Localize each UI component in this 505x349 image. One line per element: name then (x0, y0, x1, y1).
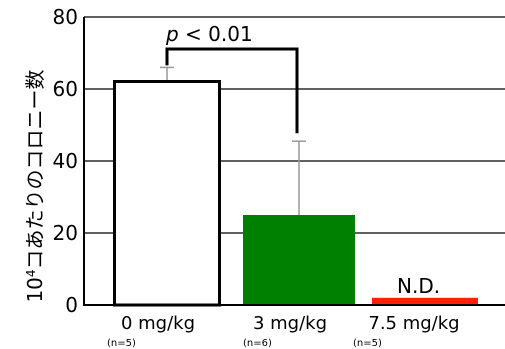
x-category-label: 0 mg/kg (121, 313, 195, 334)
bar (243, 215, 355, 305)
y-axis-label-text: コあたりのコロニー数 (23, 69, 47, 269)
error-bars (160, 66, 306, 215)
significance-label: p < 0.01 (165, 22, 253, 46)
significance-threshold: < 0.01 (179, 22, 253, 46)
x-category-label: 7.5 mg/kg (368, 313, 459, 334)
sample-size-label: (n=5) (107, 338, 136, 349)
y-tick-label: 20 (53, 221, 78, 245)
not-detected-label: N.D. (397, 274, 440, 298)
y-tick-label: 40 (53, 149, 78, 173)
x-category-label: 3 mg/kg (253, 313, 327, 334)
y-tick-label: 60 (53, 77, 78, 101)
axes (83, 17, 505, 306)
y-tick-label: 0 (65, 293, 78, 317)
bar (113, 80, 221, 307)
x-category-labels: 0 mg/kg (n=5) 3 mg/kg (n=6) 7.5 mg/kg (n=5) (107, 313, 460, 349)
bar (372, 297, 478, 305)
significance-bracket (165, 47, 299, 134)
sample-size-label: (n=5) (353, 338, 382, 349)
sample-size-label: (n=6) (243, 338, 272, 349)
bars (113, 80, 478, 307)
y-tick-label: 80 (53, 5, 78, 29)
y-axis-label-base: 10 (23, 277, 47, 302)
y-axis-label: 104コあたりのコロニー数 (23, 69, 47, 302)
y-axis-label-exponent: 4 (24, 269, 38, 277)
significance-p: p (165, 22, 179, 46)
y-tick-labels: 0 20 40 60 80 (53, 5, 78, 317)
